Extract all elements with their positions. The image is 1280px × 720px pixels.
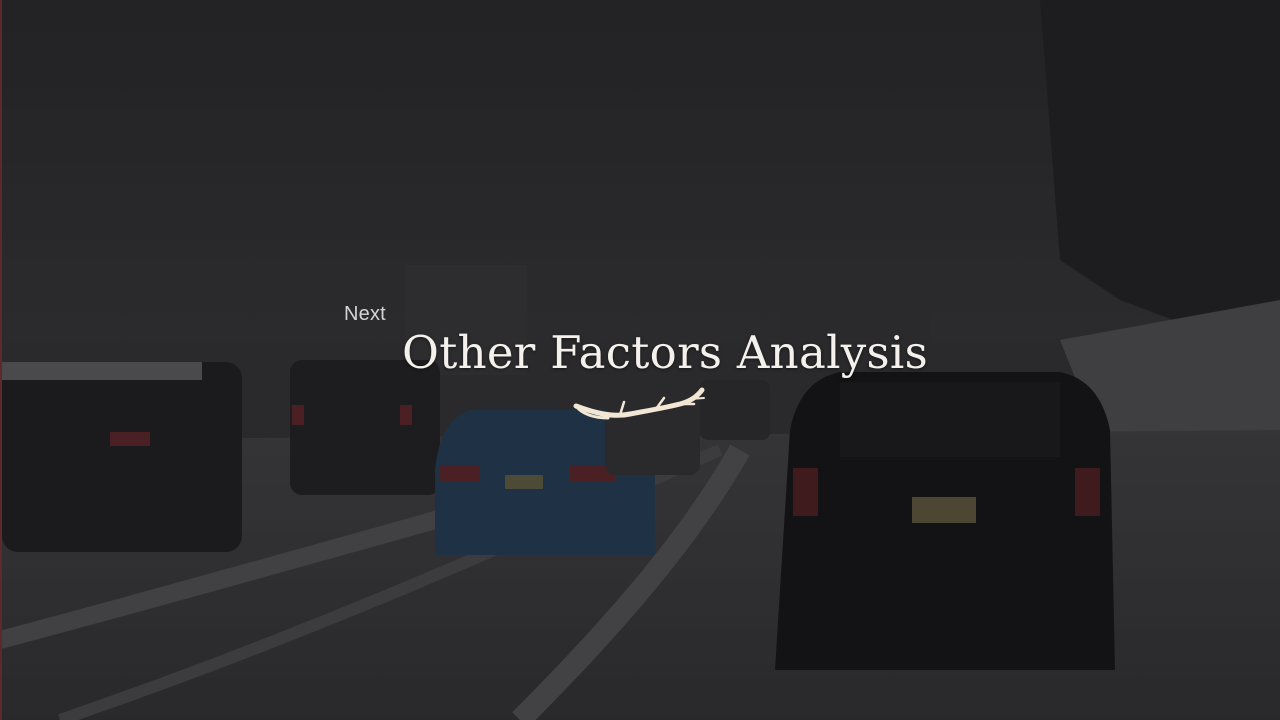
branch-icon [573, 387, 705, 420]
slide-edge-accent [0, 0, 2, 720]
slide-title: Other Factors Analysis [402, 326, 928, 379]
slide-eyebrow: Next [344, 303, 386, 325]
